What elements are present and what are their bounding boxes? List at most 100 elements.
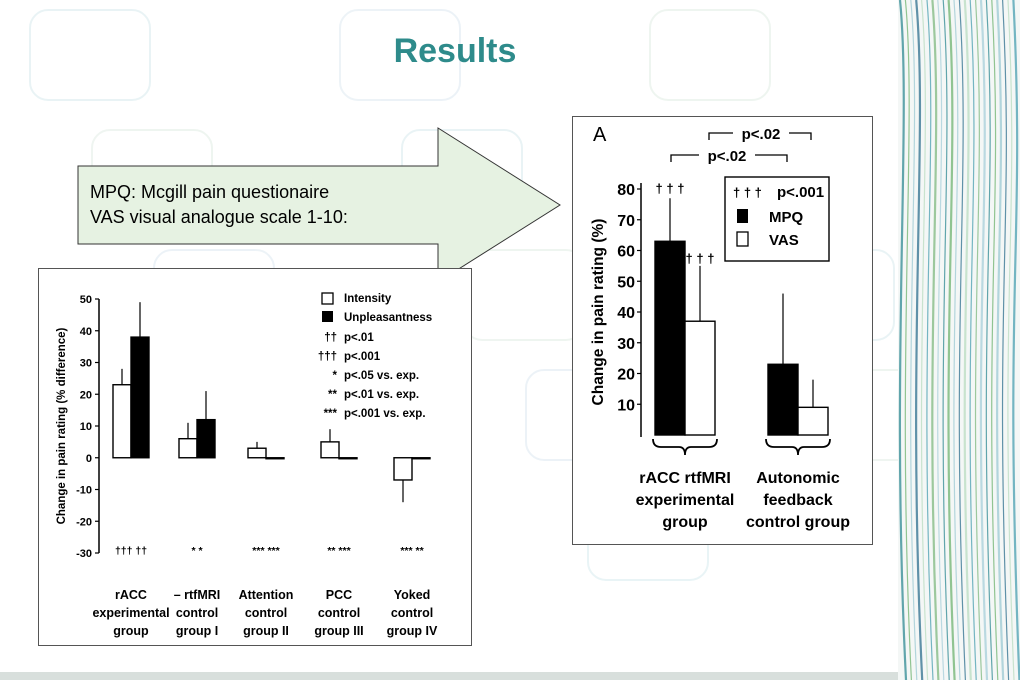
category-label: Yoked: [394, 588, 431, 602]
callout-line-1: MPQ: Mcgill pain questionaire: [90, 182, 330, 202]
legend-swatch-mpq: [737, 209, 748, 223]
bar-intensity: [320, 441, 340, 459]
bar-significance-mark: † † †: [686, 251, 715, 266]
bar-significance-mark: † † †: [656, 181, 685, 196]
legend-label-mpq: MPQ: [769, 209, 804, 226]
figure-panel-right: A 80 70 60 50 40 30 20 10 Change in pain rating (…: [572, 116, 873, 545]
bar-mpq: [767, 363, 799, 436]
legend-symbol: **: [328, 389, 337, 401]
decor-rounded-rect: [29, 9, 151, 101]
category-label: experimental: [92, 606, 169, 620]
decor-strip-line: [1007, 0, 1015, 680]
category-label: group I: [176, 624, 218, 638]
group-brace: [652, 438, 718, 456]
legend-symbol: †††: [318, 351, 337, 363]
bracket-label-bg: [733, 125, 789, 141]
decor-strip-line: [953, 0, 961, 680]
decor-strip-line: [904, 0, 912, 680]
bar-unpleasantness: [338, 457, 358, 460]
y-tick-label: 10: [617, 397, 635, 414]
significance-mark: ††† ††: [115, 545, 147, 557]
decor-strip-line: [937, 0, 945, 680]
y-tick-label: 50: [617, 274, 635, 291]
y-tick-label: 30: [617, 336, 635, 353]
significance-mark: *** ***: [252, 545, 280, 557]
legend-symbol: ††: [324, 332, 337, 344]
category-label: rACC: [115, 588, 147, 602]
decor-strip-line: [910, 0, 918, 680]
category-label: group III: [314, 624, 363, 638]
bar-intensity: [178, 437, 198, 459]
decor-strip-line: [985, 0, 993, 680]
right-decor-strip: [898, 0, 1020, 680]
bar-intensity: [393, 457, 413, 481]
bracket-label-bg: [699, 147, 755, 163]
category-label: group IV: [387, 624, 438, 638]
legend-label-unpleasantness: Unpleasantness: [344, 312, 432, 324]
category-label: control: [318, 606, 360, 620]
legend-swatch-unpleasantness: [322, 311, 333, 322]
y-tick-label: 30: [80, 358, 92, 370]
decor-strip-line: [947, 0, 956, 680]
figure-panel-left: 50 40 30 20 10 0 -10 -20 -30 Change in pain ratin…: [38, 268, 472, 646]
decor-strip-line: [915, 0, 924, 680]
significance-label: p<.02: [708, 148, 747, 165]
legend-text: p<.05 vs. exp.: [344, 370, 419, 382]
category-label: control: [245, 606, 287, 620]
bar-unpleasantness: [265, 457, 285, 460]
decor-strip-line: [898, 0, 908, 680]
category-label: control: [391, 606, 433, 620]
decor-strip-line: [958, 0, 966, 680]
decor-strip-line: [996, 0, 1005, 680]
category-label: group: [662, 514, 708, 531]
bar-unpleasantness: [411, 457, 431, 460]
bar-vas: [684, 320, 716, 436]
y-tick-label: 20: [80, 389, 92, 401]
bar-unpleasantness: [130, 336, 150, 459]
y-tick-label: 70: [617, 213, 635, 230]
decor-strip-line: [974, 0, 983, 680]
y-tick-label: -10: [76, 485, 92, 497]
legend-text: p<.001: [777, 184, 824, 201]
bottom-decor-bar: [0, 672, 898, 680]
decor-strip-line: [1001, 0, 1010, 680]
category-label: group: [113, 624, 149, 638]
callout-line-2: VAS visual analogue scale 1-10:: [90, 207, 348, 227]
y-tick-label: 0: [86, 453, 92, 465]
significance-mark: * *: [191, 545, 203, 557]
bar-chart-mpq-vas: A 80 70 60 50 40 30 20 10 Change in pain rating (…: [590, 124, 850, 531]
y-tick-label: 60: [617, 244, 635, 261]
legend-swatch-vas: [736, 231, 749, 247]
significance-label: p<.02: [742, 126, 781, 143]
category-label: PCC: [326, 588, 352, 602]
legend-text: p<.001 vs. exp.: [344, 408, 426, 420]
decor-strip-line: [942, 0, 950, 680]
decor-strip-line: [931, 0, 940, 680]
decor-strip-line: [979, 0, 989, 680]
legend-symbol: † † †: [733, 185, 762, 200]
category-label: – rtfMRI: [174, 588, 221, 602]
significance-mark: ** ***: [327, 545, 351, 557]
y-tick-label: 80: [617, 182, 635, 199]
bar-unpleasantness: [196, 418, 216, 459]
bar-mpq: [654, 240, 686, 436]
callout-arrow-shape: [77, 127, 561, 283]
decor-strip-line: [920, 0, 929, 680]
legend-symbol: ***: [324, 408, 338, 420]
legend-label-intensity: Intensity: [344, 293, 392, 305]
callout-text: MPQ: Mcgill pain questionaire VAS visual…: [90, 180, 348, 230]
y-axis-title: Change in pain rating (% difference): [56, 327, 68, 524]
y-axis-title: Change in pain rating (%): [590, 219, 607, 406]
category-label: rACC rtfMRI: [639, 470, 731, 487]
y-tick-label: -20: [76, 516, 92, 528]
panel-letter: A: [593, 124, 607, 146]
decor-strip-line: [969, 0, 977, 680]
decor-rounded-rect: [649, 9, 771, 101]
y-tick-label: 40: [617, 305, 635, 322]
category-label: group II: [243, 624, 289, 638]
slide-title: Results: [393, 32, 517, 70]
y-tick-label: 40: [80, 326, 92, 338]
bar-intensity: [112, 384, 132, 459]
